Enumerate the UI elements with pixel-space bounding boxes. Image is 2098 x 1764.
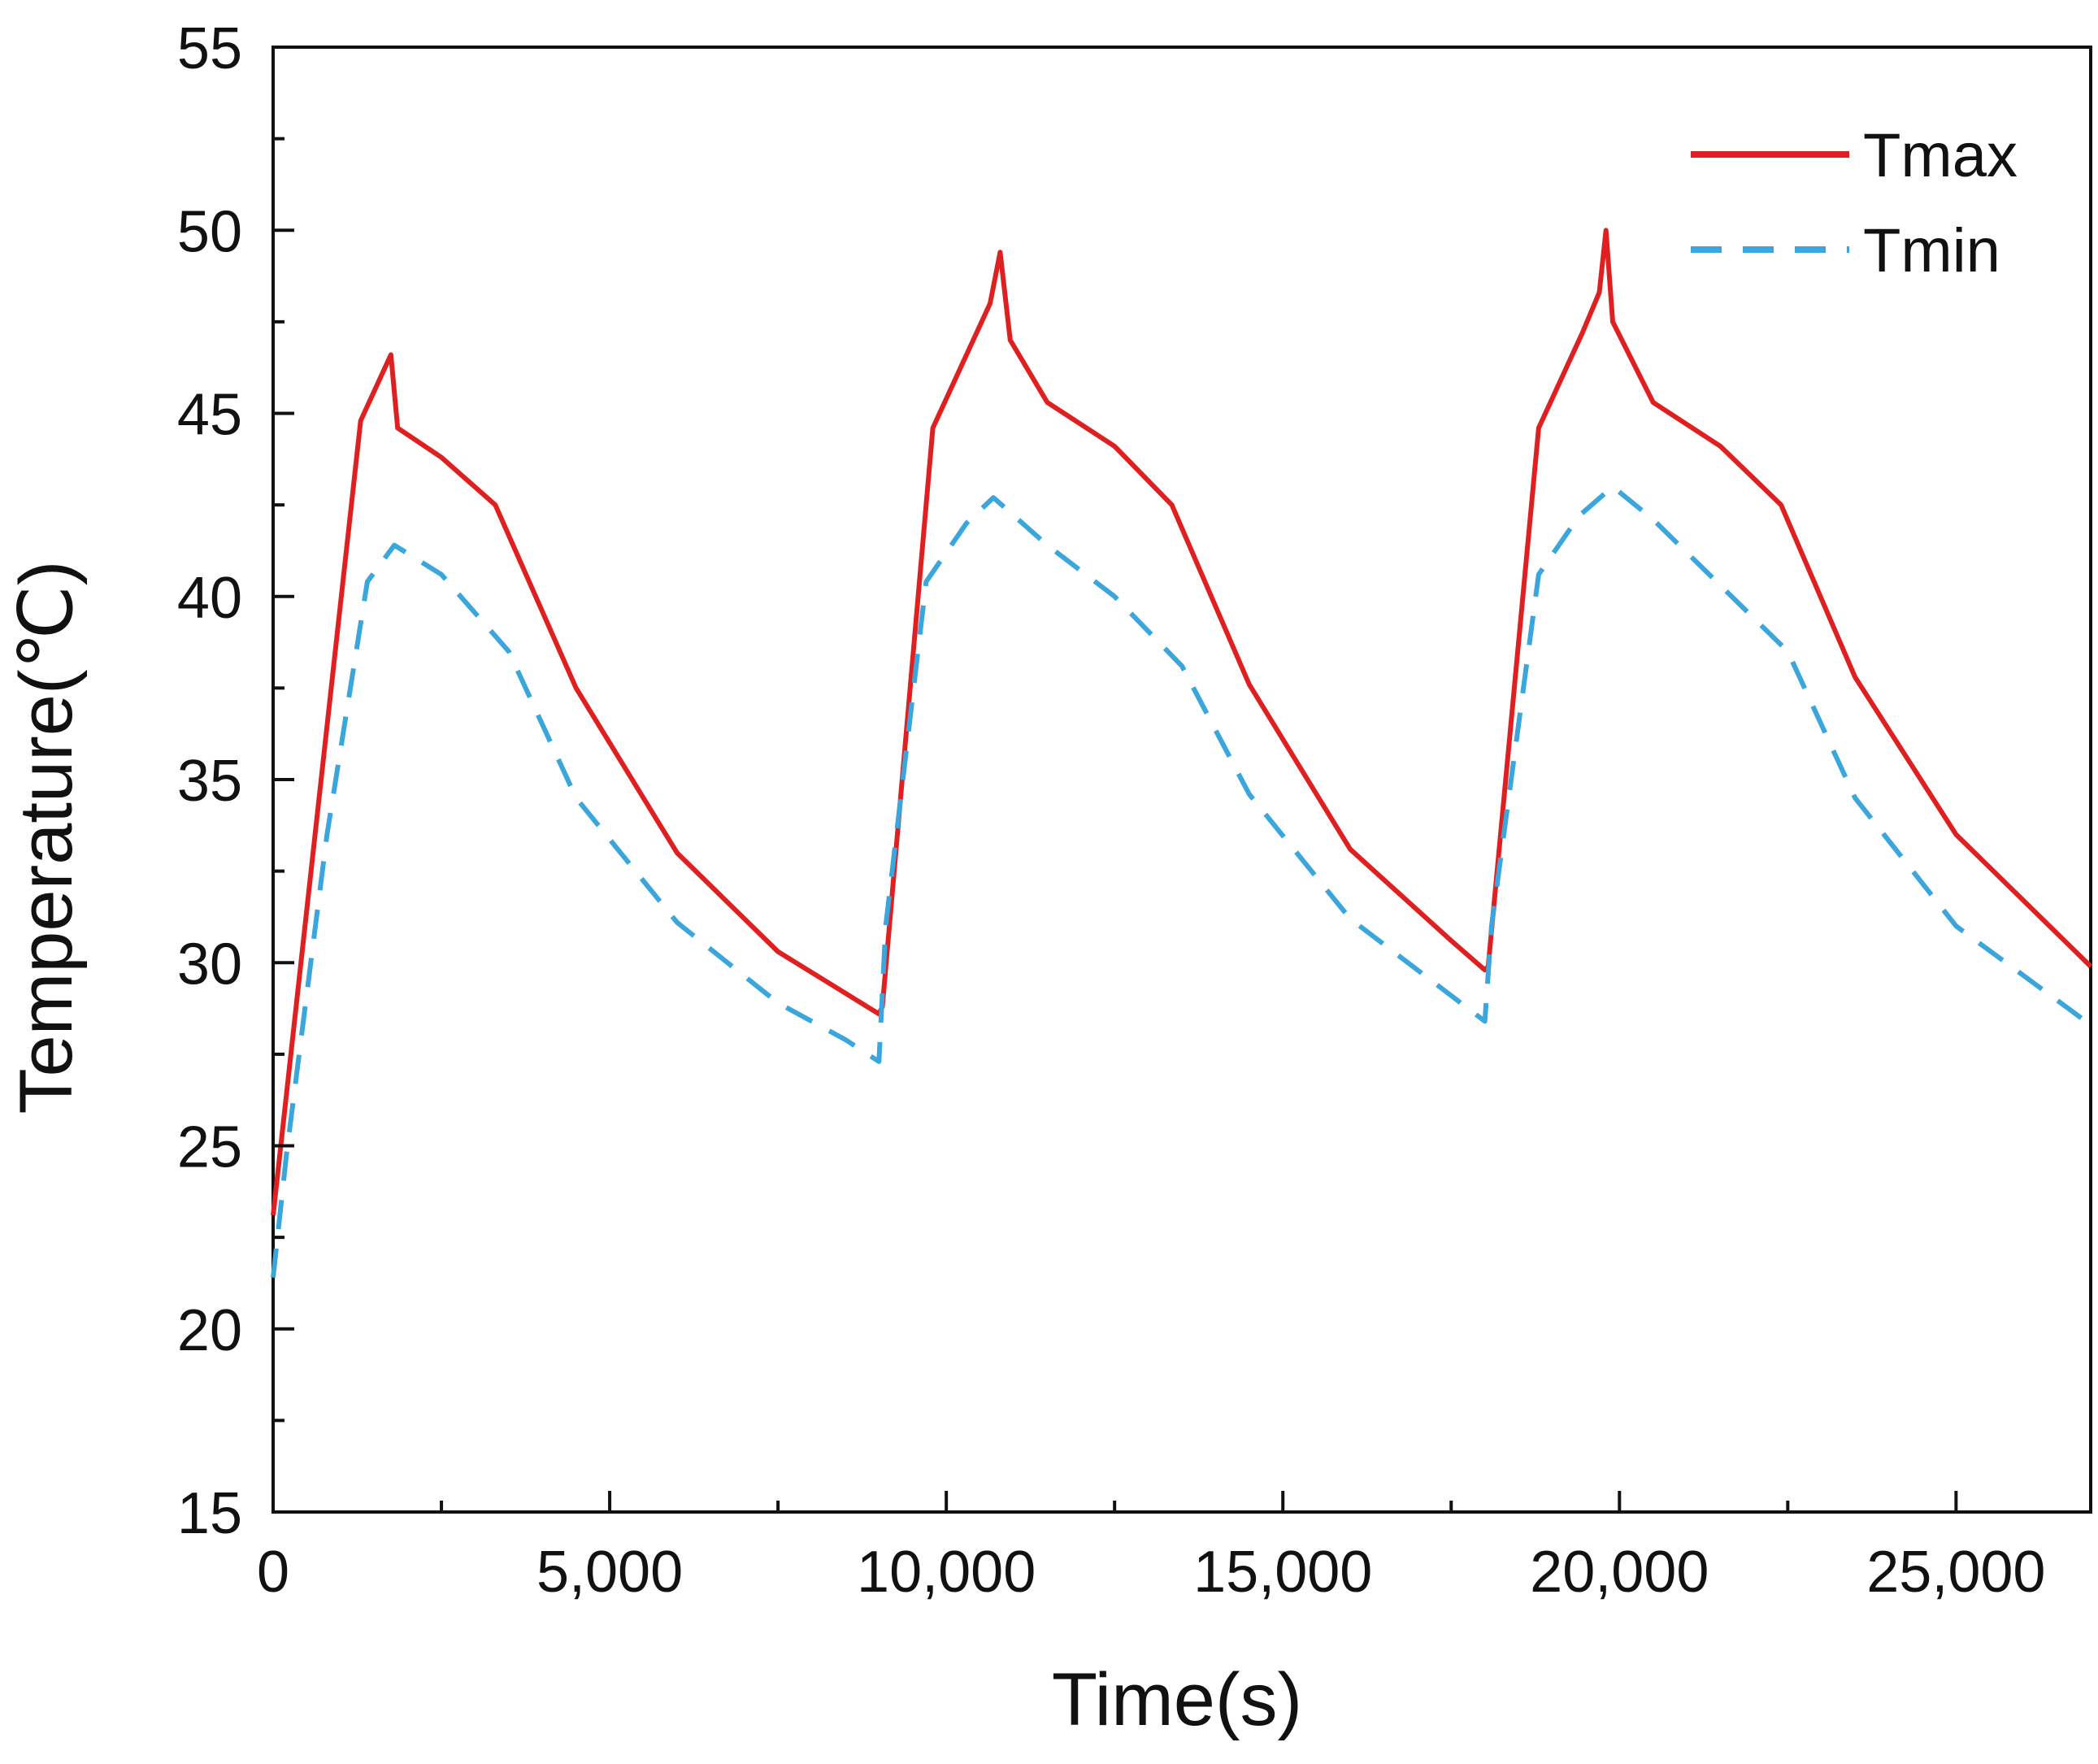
y-axis-title: Temperature(℃) <box>5 560 88 1114</box>
y-tick-label: 20 <box>177 1298 242 1363</box>
x-tick-label: 5,000 <box>536 1540 683 1605</box>
ticks-group: 0 5,000 10,000 15,000 20,000 25,000 15 20 25 30 35… <box>177 16 2046 1605</box>
legend-tmax-label: Tmax <box>1863 121 2018 190</box>
x-axis-title: Time(s) <box>1052 1658 1302 1741</box>
y-tick-label: 15 <box>177 1481 242 1546</box>
y-tick-label: 35 <box>177 749 242 814</box>
legend: Tmax Tmin <box>1691 121 2018 285</box>
y-tick-label: 25 <box>177 1115 242 1180</box>
series-line-tmin <box>271 484 2092 1279</box>
x-tick-label: 20,000 <box>1530 1540 1709 1605</box>
legend-tmin-label: Tmin <box>1863 216 2000 285</box>
y-tick-label: 40 <box>177 566 242 631</box>
y-tick-label: 50 <box>177 199 242 264</box>
x-tick-label: 15,000 <box>1193 1540 1372 1605</box>
series-line-tmax <box>271 228 2093 1216</box>
plot-frame <box>271 46 2092 1514</box>
x-tick-label: 10,000 <box>857 1540 1036 1605</box>
y-tick-label: 55 <box>177 16 242 81</box>
x-tick-label: 0 <box>257 1540 289 1605</box>
plot-frame-group <box>271 46 2092 1514</box>
y-tick-label: 45 <box>177 383 242 448</box>
y-tick-label: 30 <box>177 932 242 997</box>
series-group <box>271 228 2093 1279</box>
x-tick-label: 25,000 <box>1866 1540 2045 1605</box>
